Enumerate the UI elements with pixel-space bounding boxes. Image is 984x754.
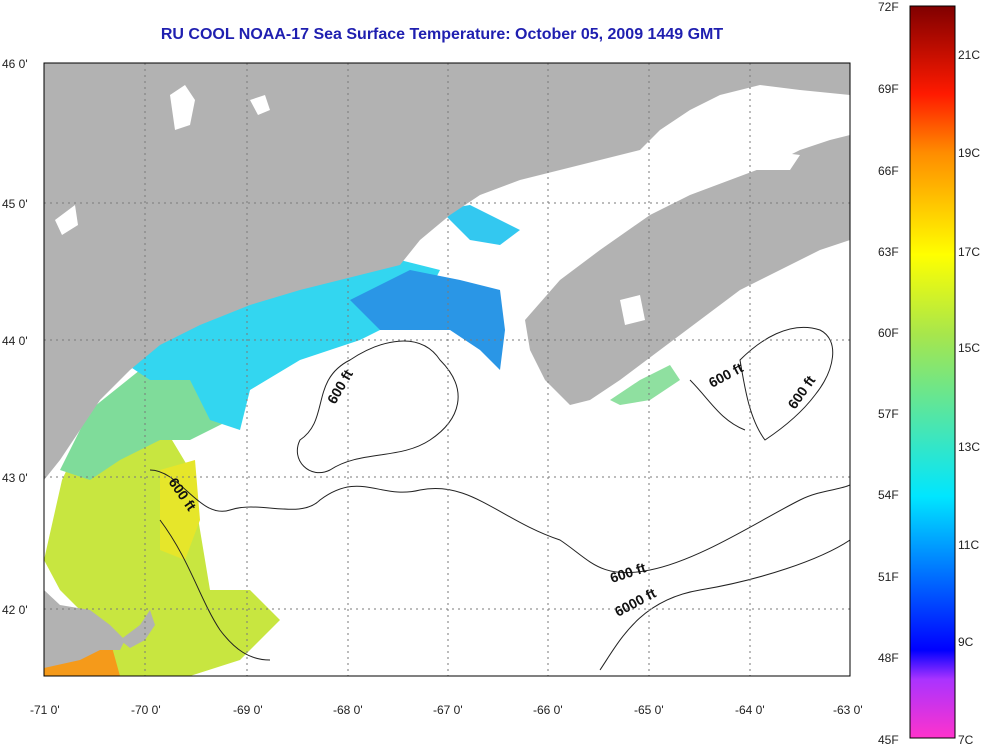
lon-tick-label: -67 0': [433, 703, 463, 717]
lat-tick-label: 43 0': [2, 471, 28, 485]
lat-tick-label: 45 0': [2, 197, 28, 211]
colorbar-c-label: 17C: [958, 245, 980, 259]
colorbar-f-label: 54F: [878, 488, 899, 502]
colorbar-c-label: 11C: [958, 538, 979, 552]
lon-tick-label: -63 0': [833, 703, 863, 717]
sst-bay-of-fundy-patch: [440, 205, 520, 245]
land-nova-scotia: [525, 135, 850, 405]
lon-tick-label: -64 0': [735, 703, 765, 717]
land-cape-cod: [120, 610, 155, 648]
colorbar-c-label: 21C: [958, 48, 980, 62]
lon-tick-label: -69 0': [233, 703, 263, 717]
colorbar-c-label: 19C: [958, 146, 980, 160]
colorbar-f-label: 48F: [878, 651, 899, 665]
sst-blue-patch: [350, 270, 505, 370]
colorbar-f-label: 60F: [878, 326, 899, 340]
sst-nova-scotia-patch: [610, 365, 680, 405]
lon-tick-label: -65 0': [634, 703, 664, 717]
colorbar-f-label: 69F: [878, 82, 899, 96]
colorbar-c-label: 7C: [958, 733, 974, 747]
colorbar-c-label: 9C: [958, 635, 974, 649]
colorbar-f-label: 72F: [878, 0, 899, 14]
bathymetry-contours: [149, 326, 850, 671]
colorbar: [909, 5, 956, 739]
lat-lon-grid: [44, 63, 850, 676]
plot-frame: [43, 62, 851, 677]
lon-tick-label: -66 0': [533, 703, 563, 717]
lat-tick-label: 46 0': [2, 57, 28, 71]
colorbar-celsius-labels: 21C 19C 17C 15C 13C 11C 9C 7C: [958, 48, 980, 747]
colorbar-f-label: 45F: [878, 733, 899, 747]
map-title: RU COOL NOAA-17 Sea Surface Temperature:…: [160, 26, 724, 43]
colorbar-fahrenheit-labels: 72F 69F 66F 63F 60F 57F 54F 51F 48F 45F: [878, 0, 899, 747]
colorbar-f-label: 63F: [878, 245, 899, 259]
colorbar-c-label: 13C: [958, 440, 980, 454]
colorbar-f-label: 51F: [878, 570, 899, 584]
lon-tick-label: -70 0': [131, 703, 161, 717]
lon-tick-label: -68 0': [333, 703, 363, 717]
lon-tick-label: -71 0': [30, 703, 60, 717]
land-pei-cape-breton: [650, 140, 800, 170]
colorbar-f-label: 57F: [878, 407, 899, 421]
lat-tick-label: 42 0': [2, 603, 28, 617]
land-new-brunswick-maine: [44, 63, 850, 480]
colorbar-f-label: 66F: [878, 164, 899, 178]
colorbar-c-label: 15C: [958, 341, 980, 355]
land-massachusetts: [44, 590, 125, 668]
lat-tick-label: 44 0': [2, 334, 28, 348]
